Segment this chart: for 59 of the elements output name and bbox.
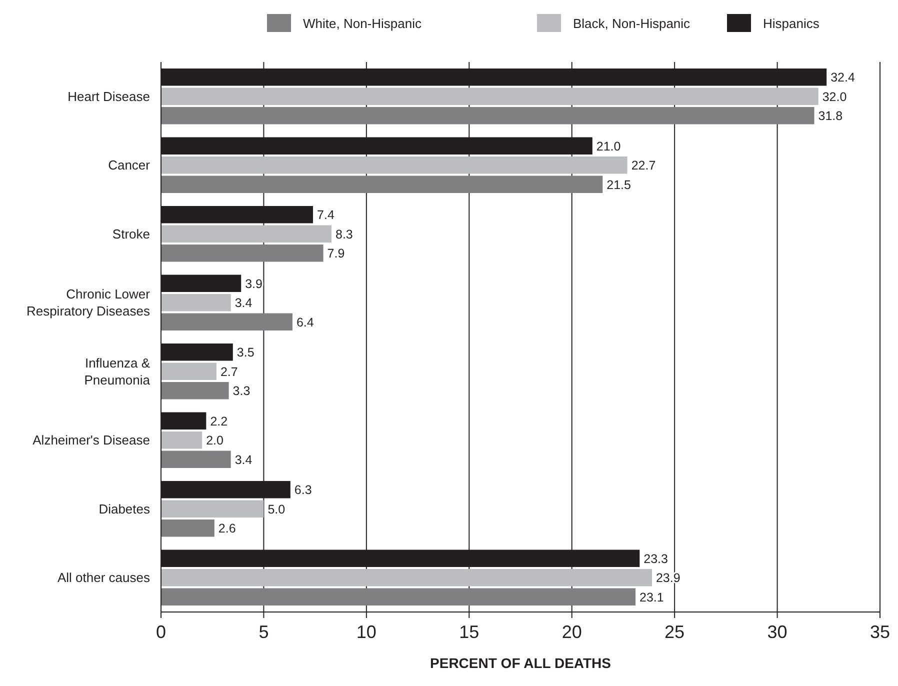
bar xyxy=(161,88,818,105)
x-tick-label: 30 xyxy=(767,622,788,642)
x-tick-label: 0 xyxy=(156,622,166,642)
data-label: 2.2 xyxy=(210,414,228,428)
data-label: 3.9 xyxy=(245,276,263,291)
bar xyxy=(161,432,202,449)
data-label: 3.4 xyxy=(234,296,252,310)
y-tick-label: Alzheimer's Disease xyxy=(32,432,150,448)
data-label: 32.4 xyxy=(830,70,855,85)
bar xyxy=(161,382,229,400)
data-label: 6.3 xyxy=(294,483,312,498)
x-tick-label: 10 xyxy=(356,622,376,642)
x-tick-label: 20 xyxy=(562,622,582,642)
bar xyxy=(161,107,814,124)
data-label: 3.3 xyxy=(232,384,250,398)
y-tick-label: Stroke xyxy=(112,226,150,242)
x-axis-title: PERCENT OF ALL DEATHS xyxy=(430,655,611,671)
data-label: 6.4 xyxy=(296,315,314,330)
data-label: 5.0 xyxy=(268,502,286,516)
x-tick-label: 25 xyxy=(664,622,685,642)
bar xyxy=(161,156,628,174)
y-tick-label: All other causes xyxy=(58,570,150,586)
bar xyxy=(161,569,652,586)
y-tick-label: Diabetes xyxy=(98,501,150,516)
data-label: 21.5 xyxy=(606,178,632,192)
data-label: 3.4 xyxy=(234,452,252,467)
data-label: 7.4 xyxy=(317,208,334,222)
y-tick-label: Influenza & Pneumonia xyxy=(84,355,151,388)
bar xyxy=(161,362,216,380)
y-tick-label: Cancer xyxy=(108,158,151,173)
bar xyxy=(161,588,636,606)
bar xyxy=(161,520,214,537)
legend-label: Hispanics xyxy=(763,16,820,31)
x-tick-label: 35 xyxy=(870,622,890,642)
bar xyxy=(161,450,231,468)
legend-label: Black, Non-Hispanic xyxy=(573,16,691,31)
y-tick-label: Heart Disease xyxy=(68,88,150,104)
legend-label: White, Non-Hispanic xyxy=(303,16,422,31)
bar xyxy=(161,500,264,518)
y-tick-label: Chronic Lower Respiratory Diseases xyxy=(26,286,151,319)
data-label: 2.6 xyxy=(218,522,236,536)
data-label: 3.5 xyxy=(236,346,254,360)
bar xyxy=(161,313,292,330)
data-label: 21.0 xyxy=(596,139,621,154)
bar xyxy=(161,244,324,262)
data-label: 23.1 xyxy=(640,590,664,604)
data-label: 23.3 xyxy=(644,552,668,566)
data-label: 31.8 xyxy=(818,109,843,124)
data-label: 22.7 xyxy=(631,158,656,173)
bar xyxy=(161,294,231,312)
data-label: 2.7 xyxy=(220,364,238,379)
x-tick-label: 15 xyxy=(459,622,480,642)
bar xyxy=(161,225,332,242)
x-tick-label: 5 xyxy=(258,622,269,642)
data-label: 2.0 xyxy=(206,434,224,448)
data-label: 8.3 xyxy=(336,227,353,242)
data-label: 32.0 xyxy=(822,90,847,104)
data-label: 7.9 xyxy=(327,246,345,261)
bar xyxy=(161,176,603,193)
